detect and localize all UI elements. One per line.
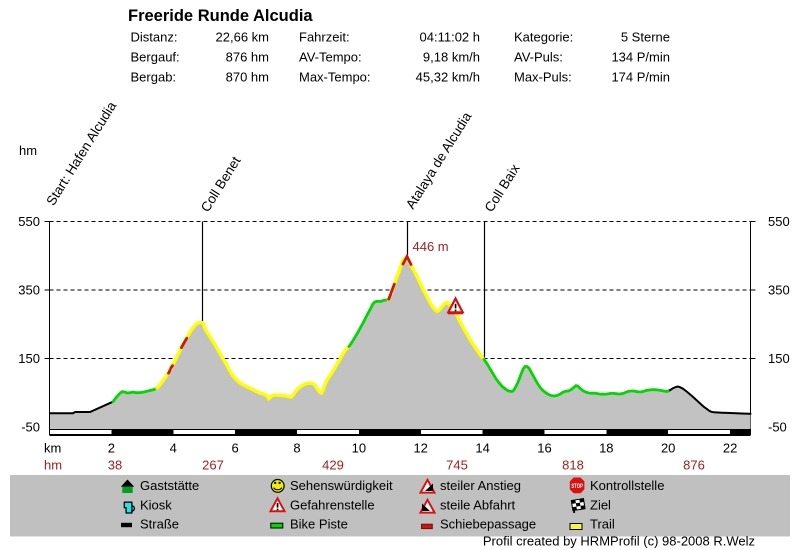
svg-text:5 Sterne: 5 Sterne bbox=[621, 30, 670, 45]
svg-text:134 P/min: 134 P/min bbox=[611, 50, 670, 65]
svg-text:Max-Puls:: Max-Puls: bbox=[514, 70, 572, 85]
svg-text:550: 550 bbox=[18, 214, 40, 229]
svg-text:10: 10 bbox=[352, 441, 366, 456]
svg-text:4: 4 bbox=[170, 441, 177, 456]
svg-text:Freeride Runde Alcudia: Freeride Runde Alcudia bbox=[128, 7, 313, 25]
svg-text:550: 550 bbox=[768, 214, 790, 229]
svg-text:745: 745 bbox=[446, 458, 468, 473]
svg-text:2: 2 bbox=[108, 441, 115, 456]
svg-text:174 P/min: 174 P/min bbox=[611, 70, 670, 85]
svg-text:steiler Anstieg: steiler Anstieg bbox=[440, 478, 521, 493]
svg-text:Bike Piste: Bike Piste bbox=[290, 517, 348, 532]
svg-text:AV-Puls:: AV-Puls: bbox=[514, 50, 563, 65]
svg-text:8: 8 bbox=[293, 441, 300, 456]
svg-text:12: 12 bbox=[413, 441, 427, 456]
svg-text:870 hm: 870 hm bbox=[226, 70, 269, 85]
svg-text:Ziel: Ziel bbox=[590, 498, 611, 513]
svg-text:Distanz:: Distanz: bbox=[131, 30, 178, 45]
svg-text:Schiebepassage: Schiebepassage bbox=[440, 517, 536, 532]
svg-text:Profil created by HRMProfil (c: Profil created by HRMProfil (c) 98-2008 … bbox=[483, 534, 755, 549]
svg-text:150: 150 bbox=[768, 351, 790, 366]
svg-text:876 hm: 876 hm bbox=[226, 50, 269, 65]
svg-text:22,66 km: 22,66 km bbox=[216, 30, 269, 45]
svg-text:Bergauf:: Bergauf: bbox=[131, 50, 180, 65]
svg-text:6: 6 bbox=[231, 441, 238, 456]
svg-text:steile Abfahrt: steile Abfahrt bbox=[440, 498, 516, 513]
svg-text:350: 350 bbox=[18, 283, 40, 298]
svg-text:Kontrollstelle: Kontrollstelle bbox=[590, 478, 664, 493]
svg-text:Trail: Trail bbox=[590, 517, 615, 532]
svg-text:Kategorie:: Kategorie: bbox=[514, 30, 573, 45]
svg-text:Max-Tempo:: Max-Tempo: bbox=[299, 70, 371, 85]
svg-text:-50: -50 bbox=[768, 420, 787, 435]
svg-text:-50: -50 bbox=[21, 420, 40, 435]
svg-text:04:11:02 h: 04:11:02 h bbox=[420, 30, 480, 45]
svg-text:AV-Tempo:: AV-Tempo: bbox=[299, 50, 362, 65]
svg-text:18: 18 bbox=[599, 441, 613, 456]
svg-text:14: 14 bbox=[475, 441, 489, 456]
svg-text:429: 429 bbox=[322, 458, 344, 473]
svg-text:STOP: STOP bbox=[571, 483, 583, 490]
svg-text:hm: hm bbox=[44, 458, 62, 473]
svg-text:22: 22 bbox=[723, 441, 737, 456]
svg-text:hm: hm bbox=[19, 143, 37, 158]
svg-text:Gaststätte: Gaststätte bbox=[140, 478, 199, 493]
svg-text:16: 16 bbox=[537, 441, 551, 456]
svg-text:Sehenswürdigkeit: Sehenswürdigkeit bbox=[290, 478, 393, 493]
svg-text:Fahrzeit:: Fahrzeit: bbox=[299, 30, 350, 45]
svg-text:446 m: 446 m bbox=[413, 239, 449, 254]
svg-text:Kiosk: Kiosk bbox=[140, 498, 172, 513]
svg-text:Bergab:: Bergab: bbox=[131, 70, 177, 85]
svg-text:9,18 km/h: 9,18 km/h bbox=[423, 50, 480, 65]
svg-text:Straße: Straße bbox=[140, 517, 179, 532]
svg-text:876: 876 bbox=[683, 458, 705, 473]
svg-text:38: 38 bbox=[108, 458, 122, 473]
svg-text:km: km bbox=[44, 441, 61, 456]
svg-text:267: 267 bbox=[202, 458, 224, 473]
svg-text:Gefahrenstelle: Gefahrenstelle bbox=[290, 498, 375, 513]
svg-text:150: 150 bbox=[18, 351, 40, 366]
svg-text:350: 350 bbox=[768, 283, 790, 298]
svg-text:20: 20 bbox=[661, 441, 675, 456]
svg-text:45,32 km/h: 45,32 km/h bbox=[416, 70, 480, 85]
svg-text:818: 818 bbox=[562, 458, 584, 473]
